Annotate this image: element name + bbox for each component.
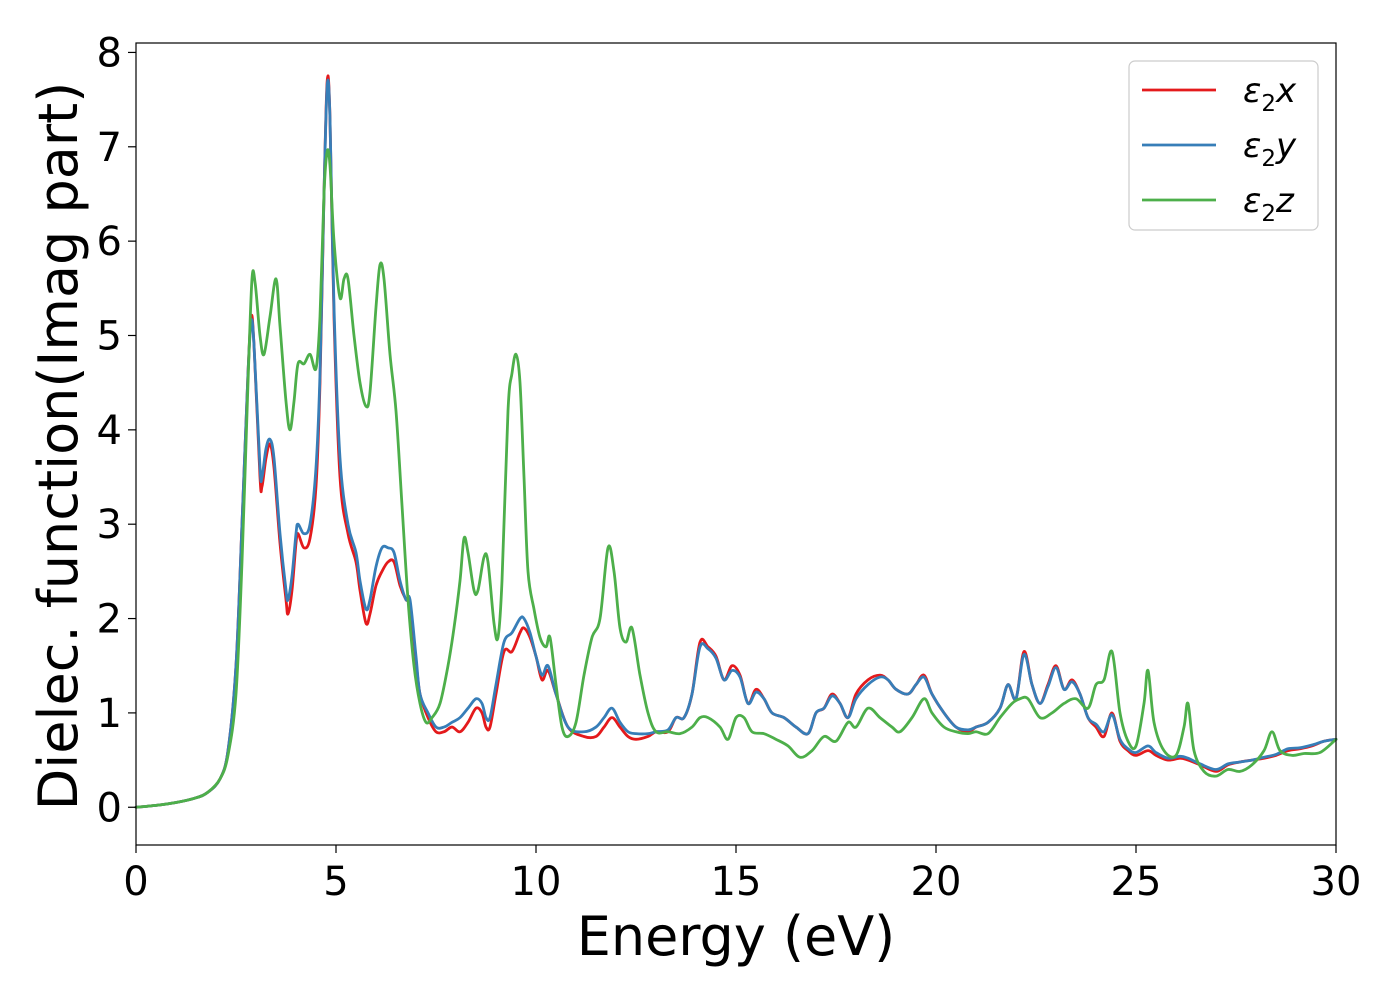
legend-box	[1128, 60, 1319, 231]
legend-label-x: ε2x	[1243, 71, 1297, 117]
x-axis-ticks: 0 5 10 15 20 25 30	[123, 845, 1361, 905]
x-tick-label: 10	[511, 859, 562, 905]
x-tick-label: 30	[1311, 859, 1362, 905]
x-tick-label: 0	[123, 859, 148, 905]
y-tick-label: 8	[97, 30, 122, 76]
y-tick-label: 6	[97, 219, 122, 265]
series-line-z	[134, 148, 1338, 809]
series-line-x	[134, 74, 1338, 809]
y-tick-label: 7	[97, 125, 122, 171]
series-line-y	[134, 78, 1338, 809]
y-tick-label: 1	[97, 691, 122, 737]
y-tick-label: 4	[97, 408, 122, 454]
x-tick-label: 25	[1111, 859, 1162, 905]
y-tick-label: 2	[97, 597, 122, 643]
y-tick-label: 5	[97, 313, 122, 359]
y-tick-label: 3	[97, 502, 122, 548]
x-axis-label: Energy (eV)	[577, 905, 896, 968]
legend-label-y: ε2y	[1243, 126, 1297, 172]
y-axis-ticks: 0 1 2 3 4 5 6 7 8	[97, 30, 136, 831]
x-tick-label: 5	[323, 859, 348, 905]
series-layer	[134, 74, 1338, 809]
x-tick-label: 20	[911, 859, 962, 905]
legend-label-z: ε2z	[1243, 181, 1295, 227]
y-tick-label: 0	[97, 785, 122, 831]
x-tick-label: 15	[711, 859, 762, 905]
y-axis-label: Dielec. function(Imag part)	[27, 82, 90, 811]
legend: ε2x ε2y ε2z	[1128, 60, 1319, 231]
